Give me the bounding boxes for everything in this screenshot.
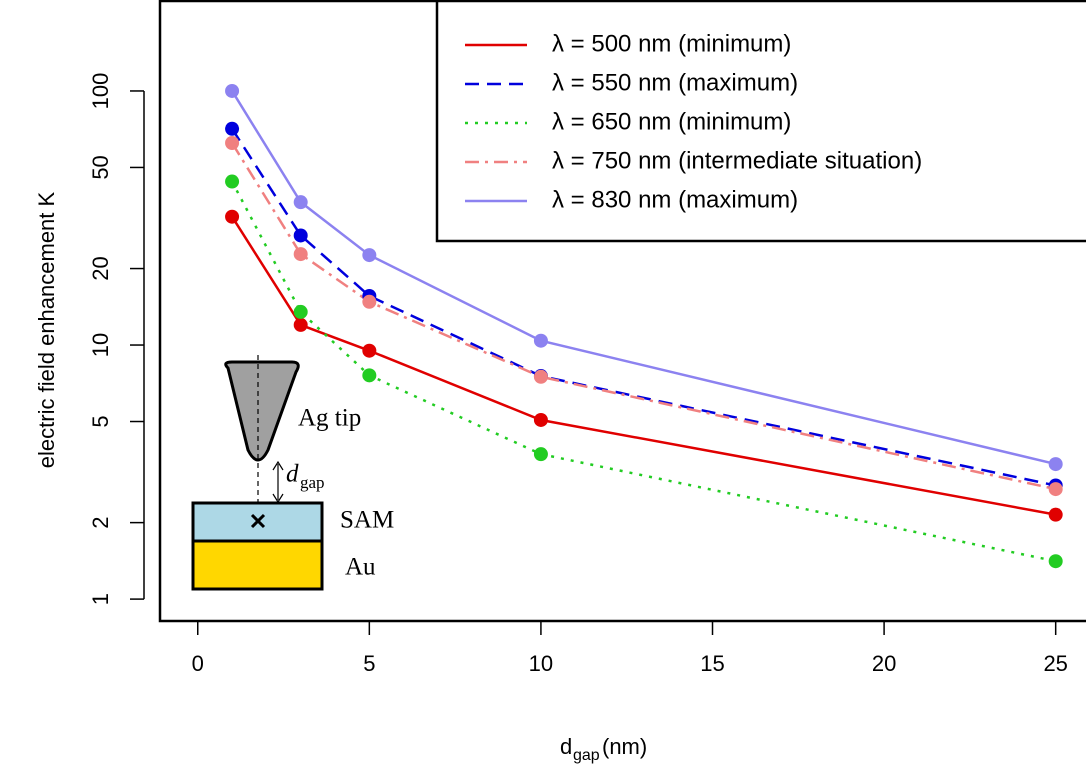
legend-label: λ = 650 nm (minimum) [552,108,791,135]
data-point [225,83,240,98]
data-point [533,412,548,427]
gap-subscript: gap [300,473,325,492]
data-point [533,333,548,348]
legend-label: λ = 830 nm (maximum) [552,186,798,213]
x-tick-label: 15 [700,651,724,676]
y-tick-label: 10 [88,333,113,357]
au-layer [191,539,324,591]
data-point [293,195,308,210]
x-tick-label: 20 [872,651,896,676]
y-tick-label: 5 [88,415,113,427]
data-point [362,248,377,263]
y-tick-label: 20 [88,256,113,280]
y-tick-label: 2 [88,516,113,528]
legend-label: λ = 750 nm (intermediate situation) [552,147,922,174]
data-point [293,228,308,243]
data-point [293,304,308,319]
x-tick-label: 0 [192,651,204,676]
data-point [533,447,548,462]
series-line [231,128,1056,487]
y-tick-label: 100 [88,73,113,110]
x-tick-label: 10 [529,651,553,676]
data-point [293,317,308,332]
data-point [225,121,240,136]
x-axis-label-sub: gap [573,747,600,764]
data-point [225,209,240,224]
x-tick-label: 5 [363,651,375,676]
tip-shape [224,360,300,462]
data-point [533,369,548,384]
legend-label: λ = 500 nm (minimum) [552,30,791,57]
y-axis-label: electric field enhancement K [34,191,59,468]
data-point [1048,457,1063,472]
data-point [1048,554,1063,569]
tip-label: Ag tip [298,405,361,432]
x-axis-label: d [560,734,572,759]
data-point [1048,482,1063,497]
data-point [225,174,240,189]
y-tick-label: 1 [88,593,113,605]
y-tick-label: 50 [88,155,113,179]
layer-label: SAM [340,507,394,534]
position-mark [250,513,266,529]
data-point [362,368,377,383]
gap-label: d [286,461,299,488]
x-axis-label-unit: (nm) [602,734,647,759]
data-point [362,294,377,309]
x-tick-label: 25 [1043,651,1067,676]
layer-label: Au [345,554,376,581]
legend-label: λ = 550 nm (maximum) [552,69,798,96]
data-point [1048,507,1063,522]
inset-diagram: Ag tip d gap SAM Au [191,355,394,591]
data-point [225,136,240,151]
data-point [362,343,377,358]
legend-box [435,0,1086,243]
data-point [293,247,308,262]
